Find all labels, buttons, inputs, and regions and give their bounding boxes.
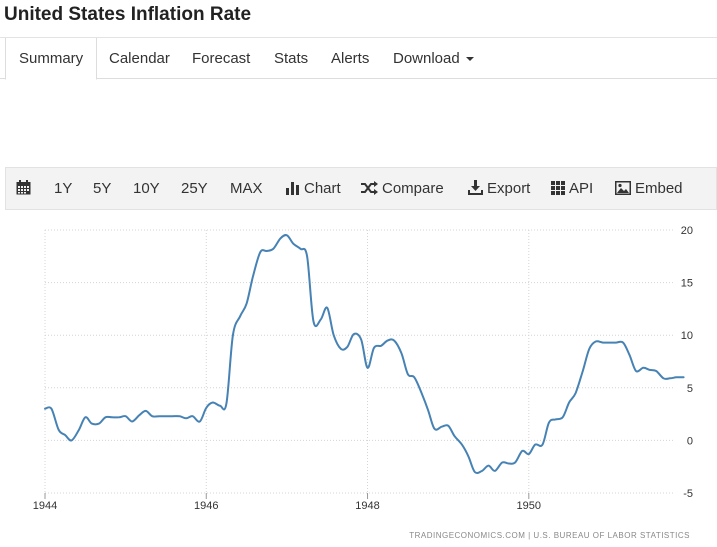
range-10y-button[interactable]: 10Y [133, 180, 160, 197]
embed-button-label: Embed [635, 180, 683, 197]
tab-download-label: Download [393, 50, 460, 67]
calendar-button[interactable] [16, 168, 35, 209]
range-25y-button[interactable]: 25Y [181, 180, 208, 197]
y-tick-label: 20 [681, 225, 693, 237]
caret-down-icon [465, 57, 474, 62]
y-tick-label: 10 [681, 330, 693, 342]
x-tick-label: 1946 [194, 500, 218, 512]
embed-button[interactable]: Embed [615, 168, 683, 209]
tab-calendar[interactable]: Calendar [109, 50, 170, 67]
y-tick-label: 0 [687, 435, 693, 447]
x-tick-label: 1948 [355, 500, 379, 512]
tab-summary[interactable]: Summary [5, 38, 98, 80]
export-button-label: Export [487, 180, 531, 197]
api-button[interactable]: API [551, 168, 593, 209]
range-max-button[interactable]: MAX [230, 180, 263, 197]
calendar-icon [16, 180, 31, 195]
tab-alerts[interactable]: Alerts [331, 50, 370, 67]
bar-chart-icon [286, 182, 299, 195]
x-tick-label: 1950 [517, 500, 541, 512]
grid-icon [551, 181, 565, 195]
y-tick-label: 15 [681, 278, 693, 290]
download-icon [468, 180, 483, 195]
compare-button[interactable]: Compare [361, 168, 444, 209]
page-title: United States Inflation Rate [4, 4, 252, 25]
tab-forecast[interactable]: Forecast [192, 50, 251, 67]
range-5y-button[interactable]: 5Y [93, 180, 112, 197]
tab-bar: Summary Calendar Forecast Stats Alerts D… [0, 37, 717, 80]
x-tick-label: 1944 [33, 500, 57, 512]
shuffle-icon [361, 181, 378, 195]
y-tick-label: 5 [687, 383, 693, 395]
compare-button-label: Compare [382, 180, 444, 197]
inflation-series-line [44, 234, 685, 474]
tab-download[interactable]: Download [393, 38, 474, 79]
tab-stats[interactable]: Stats [274, 50, 309, 67]
image-icon [615, 181, 631, 195]
y-tick-label: -5 [683, 488, 693, 500]
api-button-label: API [569, 180, 594, 197]
inflation-chart-svg: 20 15 10 5 0 -5 1944 1946 1948 1950 TRADINGECONOM… [33, 225, 693, 540]
chart-button[interactable]: Chart [286, 168, 341, 209]
chart-button-label: Chart [304, 180, 341, 197]
export-button[interactable]: Export [468, 168, 530, 209]
inflation-chart: 20 15 10 5 0 -5 1944 1946 1948 1950 TRADINGECONOM… [0, 212, 717, 542]
source-attribution: TRADINGECONOMICS.COM | U.S. BUREAU OF LA… [409, 531, 690, 540]
range-1y-button[interactable]: 1Y [54, 180, 73, 197]
chart-toolbar: 1Y 5Y 10Y 25Y MAX Chart Compare Export A… [5, 167, 717, 210]
